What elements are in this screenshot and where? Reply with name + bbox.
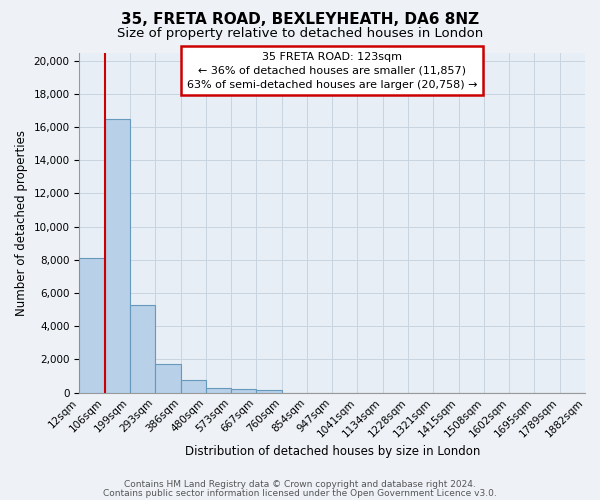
X-axis label: Distribution of detached houses by size in London: Distribution of detached houses by size … xyxy=(185,444,480,458)
Bar xyxy=(181,380,206,392)
Bar xyxy=(155,364,181,392)
Bar xyxy=(231,389,256,392)
Bar xyxy=(104,119,130,392)
Bar xyxy=(79,258,104,392)
Text: Contains public sector information licensed under the Open Government Licence v3: Contains public sector information licen… xyxy=(103,488,497,498)
Text: Contains HM Land Registry data © Crown copyright and database right 2024.: Contains HM Land Registry data © Crown c… xyxy=(124,480,476,489)
Bar xyxy=(206,388,231,392)
Bar xyxy=(256,390,281,392)
Bar xyxy=(130,304,155,392)
Text: 35 FRETA ROAD: 123sqm
← 36% of detached houses are smaller (11,857)
63% of semi-: 35 FRETA ROAD: 123sqm ← 36% of detached … xyxy=(187,52,478,90)
Y-axis label: Number of detached properties: Number of detached properties xyxy=(15,130,28,316)
Text: Size of property relative to detached houses in London: Size of property relative to detached ho… xyxy=(117,28,483,40)
Text: 35, FRETA ROAD, BEXLEYHEATH, DA6 8NZ: 35, FRETA ROAD, BEXLEYHEATH, DA6 8NZ xyxy=(121,12,479,28)
